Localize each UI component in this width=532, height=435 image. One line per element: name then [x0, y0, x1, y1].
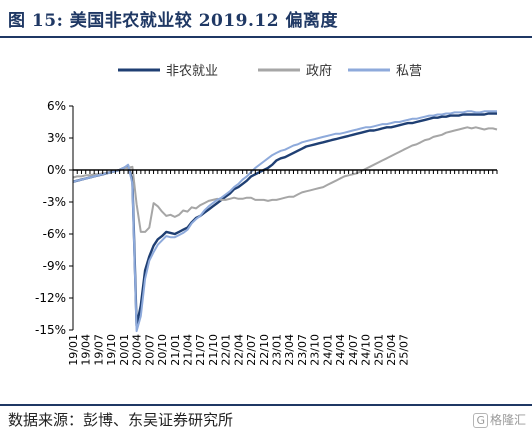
y-tick-label: -15% [35, 323, 66, 337]
legend-label-0: 非农就业 [166, 64, 218, 79]
legend-label-1: 政府 [306, 64, 332, 79]
x-tick-label: 21/01 [169, 334, 182, 366]
legend-label-2: 私营 [396, 64, 422, 79]
x-tick-label: 23/10 [309, 334, 322, 366]
x-tick-label: 24/07 [347, 334, 360, 366]
x-tick-label: 21/10 [207, 334, 220, 366]
data-source-note: 数据来源：彭博、东吴证券研究所 [8, 411, 234, 429]
x-tick-label: 22/10 [258, 334, 271, 366]
x-tick-label: 21/04 [182, 334, 195, 366]
y-tick-label: -12% [35, 291, 66, 305]
x-tick-label: 20/10 [156, 334, 169, 366]
watermark-logo-icon: G [473, 413, 488, 428]
x-tick-label: 22/07 [245, 334, 258, 366]
x-tick-label: 19/04 [80, 334, 93, 366]
watermark-text: 格隆汇 [489, 413, 526, 427]
watermark: G 格隆汇 [473, 411, 526, 428]
y-tick-label: 6% [47, 99, 66, 113]
x-tick-label: 23/01 [271, 334, 284, 366]
x-tick-label: 19/07 [92, 334, 105, 366]
axes-layer: 6% 3% 0% -3% -6% -9% -12% -15%19/01 19/04 19/07 19… [35, 99, 498, 366]
y-tick-label: -9% [43, 259, 66, 273]
x-tick-label: 22/01 [220, 334, 233, 366]
title-rule [0, 36, 532, 38]
footer-rule [0, 404, 532, 406]
x-tick-label: 19/10 [105, 334, 118, 366]
series-layer [72, 110, 498, 333]
y-tick-label: 0% [47, 163, 66, 177]
x-tick-label: 25/07 [398, 334, 411, 366]
x-tick-label: 22/04 [232, 334, 245, 366]
x-tick-label: 24/01 [321, 334, 334, 366]
x-tick-label: 25/04 [385, 334, 398, 366]
x-tick-label: 19/01 [67, 334, 80, 366]
series-line-0 [72, 112, 497, 327]
series-line-1 [72, 126, 498, 233]
chart-legend: 非农就业 政府 私营 [118, 64, 422, 79]
x-tick-label: 20/04 [131, 334, 144, 366]
x-tick-label: 24/04 [334, 334, 347, 366]
series-line-2 [72, 110, 497, 333]
y-tick-label: -6% [43, 227, 66, 241]
y-tick-label: 3% [47, 131, 66, 145]
deviation-line-chart: 非农就业 政府 私营 6%3%0%-3%-6%-9%-12%-15%19/01 19/… [35, 64, 498, 366]
x-tick-label: 20/01 [118, 334, 131, 366]
x-tick-label: 23/07 [296, 334, 309, 366]
y-tick-label: -3% [43, 195, 66, 209]
x-tick-label: 25/01 [372, 334, 385, 366]
x-tick-label: 23/04 [283, 334, 296, 366]
x-tick-label: 20/07 [143, 334, 156, 366]
figure-title: 图 15: 美国非农就业较 2019.12 偏离度 [8, 11, 338, 31]
x-tick-label: 21/07 [194, 334, 207, 366]
x-tick-label: 24/10 [360, 334, 373, 366]
